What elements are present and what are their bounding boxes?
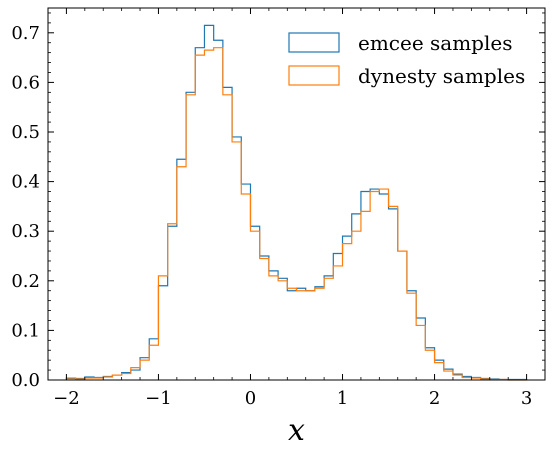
legend-swatch-1 bbox=[288, 32, 340, 53]
x-tick-label: −1 bbox=[145, 388, 172, 409]
y-tick-label: 0.0 bbox=[11, 370, 40, 391]
y-tick-label: 0.2 bbox=[11, 271, 40, 292]
ticks: −2 −1 0 1 2 3 0.0 0.1 0.2 0.3 0.4 0.5 0.6 0.7 bbox=[11, 8, 545, 409]
x-axis-label: x bbox=[288, 413, 305, 448]
y-tick-label: 0.3 bbox=[11, 221, 40, 242]
legend: emcee samples dynesty samples bbox=[288, 31, 525, 88]
y-tick-label: 0.6 bbox=[11, 72, 40, 93]
legend-label-1: emcee samples bbox=[358, 31, 512, 55]
legend-swatch-2 bbox=[288, 65, 340, 86]
series-2-histogram-line bbox=[65, 47, 527, 381]
axes-frame bbox=[47, 7, 546, 381]
x-tick-label: 3 bbox=[521, 388, 532, 409]
plot-area bbox=[65, 24, 528, 381]
y-tick-label: 0.5 bbox=[11, 122, 40, 143]
legend-label-2: dynesty samples bbox=[358, 64, 525, 88]
x-tick-label: 1 bbox=[337, 388, 348, 409]
x-tick-label: 2 bbox=[429, 388, 440, 409]
y-tick-label: 0.1 bbox=[11, 320, 40, 341]
x-tick-label: 0 bbox=[245, 388, 256, 409]
y-tick-label: 0.4 bbox=[11, 172, 40, 193]
y-tick-label: 0.7 bbox=[11, 23, 40, 44]
x-tick-label: −2 bbox=[53, 388, 80, 409]
